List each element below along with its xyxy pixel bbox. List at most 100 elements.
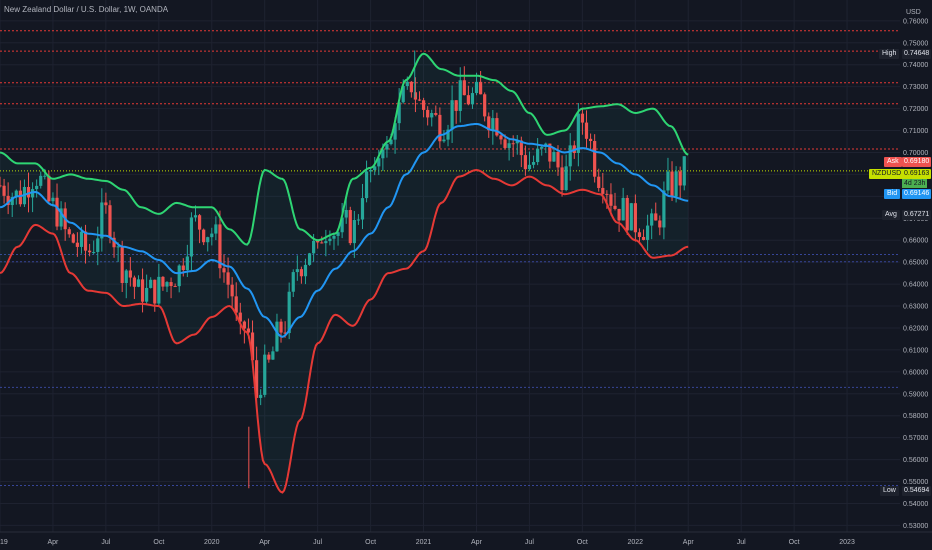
candle-body xyxy=(417,99,422,101)
bid-label: Bid xyxy=(884,189,901,199)
candle-body xyxy=(222,268,226,273)
candle-body xyxy=(593,141,597,177)
candle-body xyxy=(128,270,132,278)
candle-body xyxy=(332,235,336,239)
candle-body xyxy=(291,272,295,292)
time-tick-label: 2021 xyxy=(416,539,432,546)
price-axis[interactable]: 0.76000 0.75000 0.74000 0.73000 0.72000 0.710… xyxy=(900,0,932,550)
candle-body xyxy=(51,197,55,202)
candles xyxy=(0,50,686,489)
candle-body xyxy=(336,232,340,236)
candle-body xyxy=(67,229,71,235)
candle-body xyxy=(666,171,670,191)
candle-body xyxy=(523,155,528,170)
time-tick-label: 2022 xyxy=(628,539,644,546)
band-fill-area xyxy=(0,53,689,493)
candle-body xyxy=(157,276,161,304)
candle-body xyxy=(605,193,609,195)
candle-body xyxy=(185,256,189,271)
candle-body xyxy=(446,129,450,140)
candle-body xyxy=(401,86,405,103)
candle-body xyxy=(556,151,560,168)
candle-body xyxy=(527,164,532,170)
candle-body xyxy=(6,195,10,206)
candle-body xyxy=(348,210,352,244)
time-axis[interactable]: 19 Apr Jul Oct 2020 Apr Jul Oct 2021 Apr Jul Oct 202… xyxy=(0,531,932,550)
price-tick-label: 0.61000 xyxy=(903,347,928,354)
candle-body xyxy=(153,279,157,304)
high-value: 0.74648 xyxy=(902,49,932,59)
candle-body xyxy=(295,269,299,273)
candle-body xyxy=(405,81,409,87)
candle-body xyxy=(14,190,18,198)
candle-body xyxy=(662,190,666,228)
candle-body xyxy=(454,100,458,111)
candle-body xyxy=(197,215,202,230)
price-tick-label: 0.76000 xyxy=(903,18,928,25)
candle-body xyxy=(79,231,84,247)
candle-body xyxy=(324,241,328,244)
time-tick-label: Oct xyxy=(153,539,164,546)
price-tick-label: 0.59000 xyxy=(903,391,928,398)
price-tick-label: 0.73000 xyxy=(903,84,928,91)
candle-body xyxy=(613,205,617,209)
candle-body xyxy=(181,265,185,271)
avg-value: 0.67271 xyxy=(902,210,932,220)
candle-body xyxy=(303,264,308,277)
chart-title: New Zealand Dollar / U.S. Dollar, 1W, OA… xyxy=(4,5,169,14)
candle-body xyxy=(287,291,291,334)
time-tick-label: Oct xyxy=(365,539,376,546)
candle-body xyxy=(344,210,348,218)
candle-body xyxy=(39,175,43,186)
candle-body xyxy=(511,143,515,145)
candle-body xyxy=(18,190,22,205)
candle-body xyxy=(389,139,393,145)
candle-body xyxy=(377,158,381,167)
candle-body xyxy=(10,197,14,206)
candle-body xyxy=(263,354,267,395)
candle-body xyxy=(59,208,63,227)
price-tick-label: 0.56000 xyxy=(903,457,928,464)
candle-body xyxy=(214,224,218,234)
candle-body xyxy=(397,102,401,124)
candle-body xyxy=(426,109,430,118)
bollinger-band-fill xyxy=(0,53,689,493)
candle-body xyxy=(519,140,523,156)
candle-body xyxy=(552,151,556,162)
candle-body xyxy=(92,251,96,253)
lower-band-line xyxy=(0,168,689,494)
candle-body xyxy=(625,197,629,231)
candle-body xyxy=(442,139,446,142)
candle-body xyxy=(312,240,316,254)
time-tick-label: Apr xyxy=(471,539,483,546)
price-tick-label: 0.57000 xyxy=(903,435,928,442)
candle-body xyxy=(2,185,6,196)
candle-body xyxy=(462,80,466,96)
price-axis-bg xyxy=(900,0,932,550)
candle-body xyxy=(601,187,605,194)
candle-body xyxy=(474,81,479,94)
bar-countdown: 4d 23h xyxy=(902,179,928,188)
ask-label: Ask xyxy=(884,157,902,167)
candle-body xyxy=(409,81,413,93)
candle-body xyxy=(161,276,165,287)
candle-body xyxy=(487,116,491,131)
candle-body xyxy=(360,198,365,220)
basis-line xyxy=(0,123,689,338)
candle-body xyxy=(584,122,589,139)
time-axis-bg xyxy=(0,532,932,550)
low-value: 0.54694 xyxy=(902,486,932,496)
candle-body xyxy=(515,140,519,144)
candle-body xyxy=(238,312,242,322)
time-tick-label: Jul xyxy=(313,539,322,546)
candle-body xyxy=(132,277,137,287)
ask-value: 0.69180 xyxy=(902,157,932,167)
candle-body xyxy=(254,360,259,398)
price-tick-label: 0.70000 xyxy=(903,150,928,157)
candle-body xyxy=(434,113,438,115)
candle-body xyxy=(507,143,511,148)
candle-body xyxy=(140,279,145,302)
time-tick-label: Oct xyxy=(789,539,800,546)
bid-value: 0.69146 xyxy=(902,189,932,199)
